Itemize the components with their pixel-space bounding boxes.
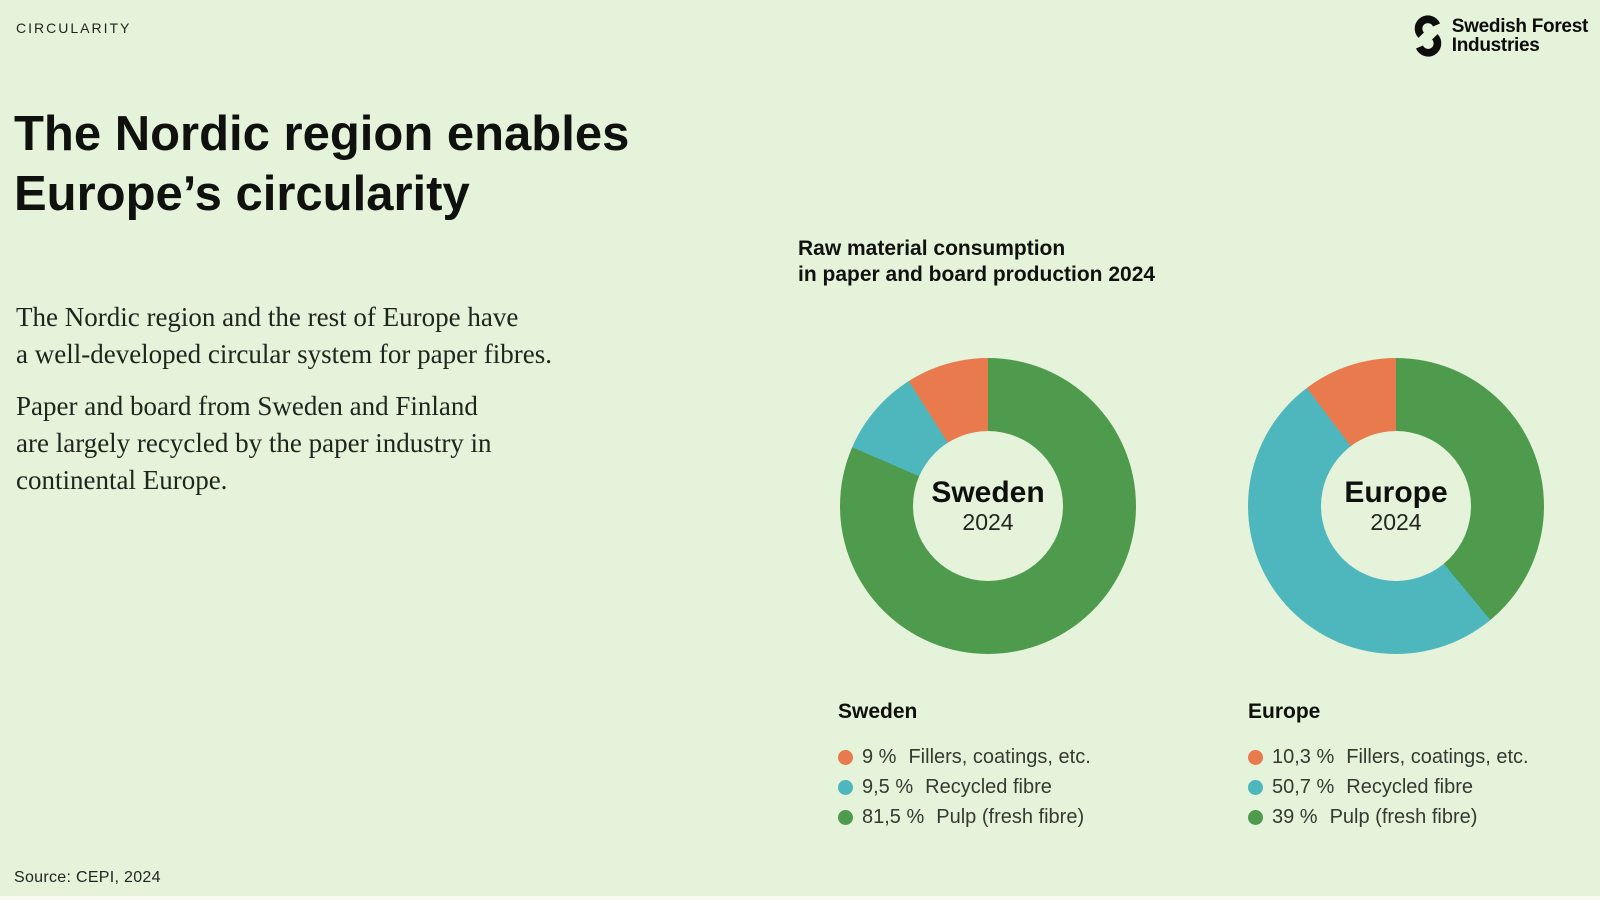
paragraph-1-line2: a well-developed circular system for pap… (16, 339, 553, 369)
legend-item-pulp: 81,5 % Pulp (fresh fibre) (838, 802, 1238, 832)
paragraph-2: Paper and board from Sweden and Finland … (16, 388, 656, 499)
sweden-donut-hole: Sweden 2024 (913, 431, 1063, 581)
legend-item-recycled: 9,5 % Recycled fibre (838, 772, 1238, 802)
body-copy: The Nordic region and the rest of Europe… (16, 299, 656, 514)
paragraph-1: The Nordic region and the rest of Europe… (16, 299, 656, 373)
europe-donut-chart: Europe 2024 (1248, 358, 1544, 654)
fillers-percent: 9 % (862, 745, 897, 768)
pulp-label: Pulp (fresh fibre) (1329, 805, 1478, 828)
chart-title: Raw material consumption in paper and bo… (798, 236, 1155, 288)
fillers-label: Fillers, coatings, etc. (1346, 745, 1529, 768)
pulp-percent: 39 % (1272, 805, 1318, 828)
fillers-label: Fillers, coatings, etc. (908, 745, 1091, 768)
pulp-label: Pulp (fresh fibre) (936, 805, 1085, 828)
europe-legend-title: Europe (1248, 700, 1321, 723)
recycled-percent: 50,7 % (1272, 775, 1335, 798)
europe-donut-label: Europe (1344, 476, 1448, 509)
page-title-line2: Europe’s circularity (14, 167, 470, 221)
fillers-percent: 10,3 % (1272, 745, 1335, 768)
chart-title-line2: in paper and board production 2024 (798, 263, 1156, 286)
europe-donut-hole: Europe 2024 (1321, 431, 1471, 581)
recycled-dot-icon (838, 779, 853, 795)
europe-donut-year: 2024 (1370, 509, 1422, 535)
source-note: Source: CEPI, 2024 (14, 869, 161, 886)
bottom-edge-strip (0, 896, 1600, 900)
logo-s-icon (1414, 15, 1442, 57)
pulp-dot-icon (838, 809, 853, 825)
fillers-dot-icon (1248, 749, 1263, 765)
recycled-percent: 9,5 % (862, 775, 914, 798)
paragraph-1-line1: The Nordic region and the rest of Europe… (16, 302, 519, 332)
page-title: The Nordic region enables Europe’s circu… (14, 104, 629, 224)
page-title-line1: The Nordic region enables (14, 107, 630, 161)
sweden-legend: Sweden 9 % Fillers, coatings, etc. 9,5 %… (838, 700, 1238, 832)
paragraph-2-line2: are largely recycled by the paper indust… (16, 428, 492, 458)
sweden-donut-year: 2024 (962, 509, 1014, 535)
pulp-percent: 81,5 % (862, 805, 925, 828)
recycled-label: Recycled fibre (925, 775, 1052, 798)
logo-text: Swedish Forest Industries (1451, 16, 1589, 56)
recycled-label: Recycled fibre (1346, 775, 1473, 798)
legend-item-pulp: 39 % Pulp (fresh fibre) (1248, 802, 1600, 832)
sweden-donut-chart: Sweden 2024 (840, 358, 1136, 654)
europe-legend: Europe 10,3 % Fillers, coatings, etc. 50… (1248, 700, 1600, 832)
logo-text-line2: Industries (1451, 35, 1540, 56)
sweden-donut-label: Sweden (931, 476, 1045, 509)
legend-item-fillers: 9 % Fillers, coatings, etc. (838, 742, 1238, 772)
kicker-label: CIRCULARITY (16, 20, 132, 36)
pulp-dot-icon (1248, 809, 1263, 825)
logo-text-line1: Swedish Forest (1451, 16, 1589, 37)
chart-title-line1: Raw material consumption (798, 237, 1066, 260)
recycled-dot-icon (1248, 779, 1263, 795)
paragraph-2-line3: continental Europe. (16, 465, 228, 495)
paragraph-2-line1: Paper and board from Sweden and Finland (16, 391, 478, 421)
sweden-legend-title: Sweden (838, 700, 918, 723)
logo: Swedish Forest Industries (1411, 14, 1588, 58)
legend-item-fillers: 10,3 % Fillers, coatings, etc. (1248, 742, 1600, 772)
legend-item-recycled: 50,7 % Recycled fibre (1248, 772, 1600, 802)
fillers-dot-icon (838, 749, 853, 765)
